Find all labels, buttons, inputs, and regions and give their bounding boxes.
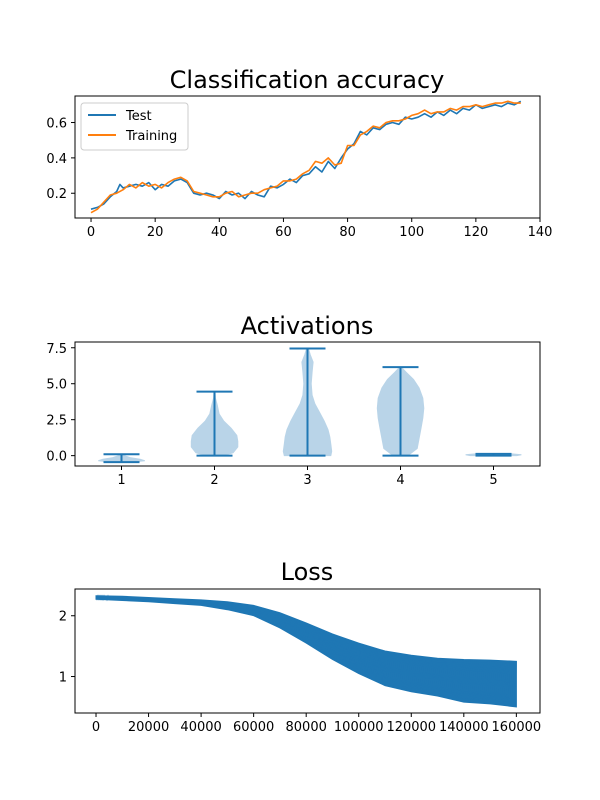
activations-ytick-label: 2.5 <box>46 414 67 429</box>
activations-ytick-label: 5.0 <box>46 378 67 393</box>
accuracy-series-training-line <box>90 100 521 214</box>
loss-title: Loss <box>281 558 334 586</box>
accuracy-xtick-label: 0 <box>87 225 95 240</box>
accuracy-title: Classification accuracy <box>170 66 445 94</box>
loss-plot-area: 0 20000 40000 60000 80000 100000 120000 140000 1… <box>59 594 542 735</box>
loss-xtick-label: 120000 <box>386 720 436 735</box>
accuracy-ytick-label: 0.4 <box>46 152 67 167</box>
loss-panel: Loss 0 20000 40000 60000 80000 100000 120000 14… <box>59 558 541 735</box>
activations-ytick-label: 0.0 <box>46 450 67 465</box>
loss-xtick-label: 80000 <box>286 720 327 735</box>
loss-ytick-label: 2 <box>59 610 67 625</box>
activations-xtick-label: 1 <box>117 473 125 488</box>
loss-series-line <box>95 594 517 707</box>
loss-xtick-label: 20000 <box>128 720 169 735</box>
accuracy-xtick-label: 140 <box>528 225 553 240</box>
activations-xtick-label: 3 <box>303 473 311 488</box>
loss-xtick-label: 0 <box>92 720 100 735</box>
accuracy-xtick-label: 120 <box>463 225 488 240</box>
loss-xtick-label: 100000 <box>334 720 384 735</box>
loss-xtick-label: 60000 <box>233 720 274 735</box>
activations-xtick-label: 4 <box>396 473 404 488</box>
accuracy-xtick-label: 100 <box>399 225 424 240</box>
activations-panel: Activations 1 2 3 4 5 0.0 2.5 5.0 7.5 <box>46 312 541 488</box>
activations-plot-area: 1 2 3 4 5 0.0 2.5 5.0 7.5 <box>46 342 522 488</box>
loss-xtick-label: 40000 <box>180 720 221 735</box>
accuracy-ytick-label: 0.6 <box>46 117 67 132</box>
legend-training-label: Training <box>125 129 177 144</box>
activations-title: Activations <box>241 312 374 340</box>
accuracy-ytick-label: 0.2 <box>46 187 67 202</box>
accuracy-xtick-label: 80 <box>339 225 356 240</box>
activations-xtick-label: 2 <box>210 473 218 488</box>
activations-ytick-label: 7.5 <box>46 342 67 357</box>
accuracy-xtick-label: 20 <box>147 225 164 240</box>
legend-test-label: Test <box>125 109 152 124</box>
loss-axes-frame <box>74 588 541 714</box>
accuracy-legend: Test Training <box>80 102 189 151</box>
activations-axes-frame <box>74 341 541 467</box>
loss-xtick-label: 140000 <box>439 720 489 735</box>
activations-xtick-label: 5 <box>489 473 497 488</box>
accuracy-axes-frame <box>74 95 541 219</box>
accuracy-panel: Classification accuracy 0 20 40 60 80 100 120 1… <box>46 66 552 240</box>
accuracy-xtick-label: 60 <box>275 225 292 240</box>
accuracy-series-test-line <box>90 100 522 210</box>
accuracy-xtick-label: 40 <box>211 225 228 240</box>
loss-ytick-label: 1 <box>59 671 67 686</box>
accuracy-plot-area: 0 20 40 60 80 100 120 140 0.2 0.4 0.6 <box>46 100 553 240</box>
loss-xtick-label: 160000 <box>492 720 542 735</box>
